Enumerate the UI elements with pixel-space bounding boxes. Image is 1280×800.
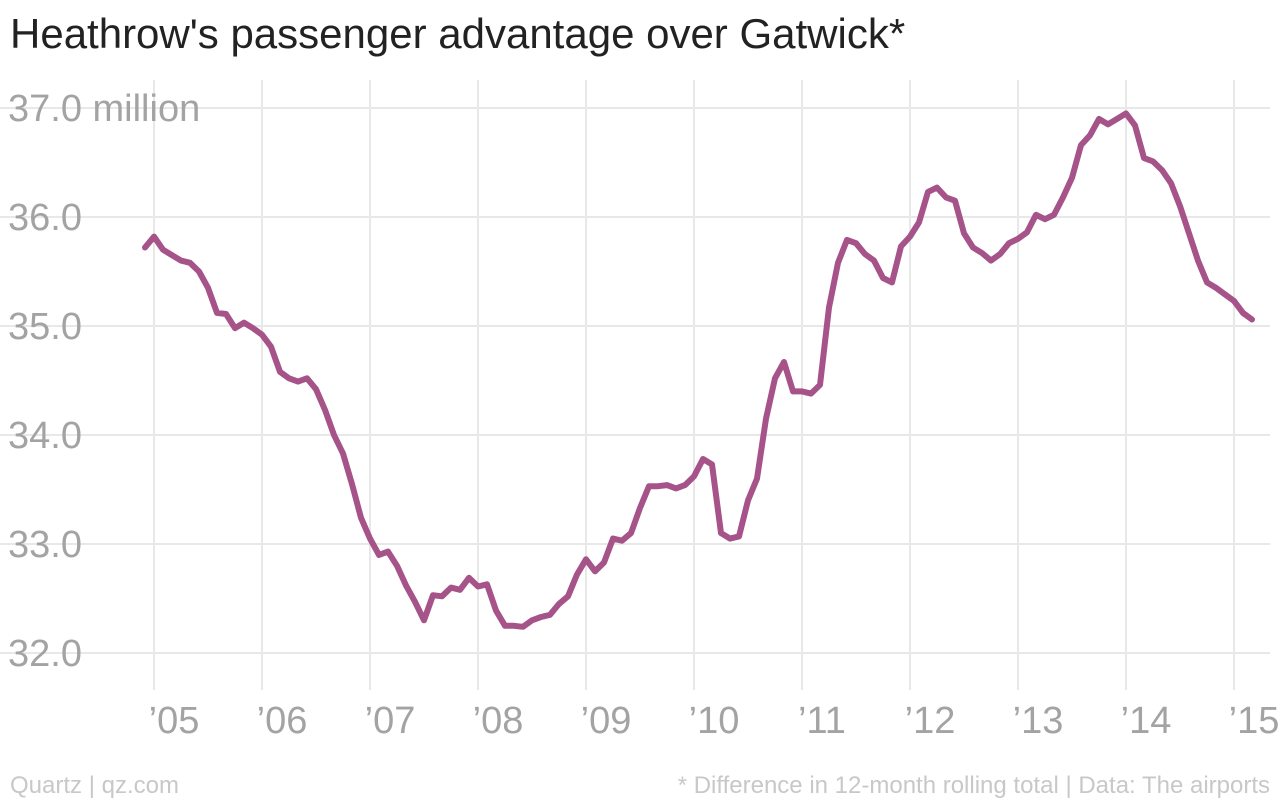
series-line xyxy=(142,110,1255,630)
x-tick-label: ’07 xyxy=(365,700,416,742)
horizontal-gridlines xyxy=(0,107,1270,654)
x-tick-label: ’15 xyxy=(1229,700,1280,742)
x-tick-label: ’10 xyxy=(689,700,740,742)
y-tick-label: 32.0 xyxy=(8,633,82,675)
x-tick-label: ’12 xyxy=(905,700,956,742)
y-tick-label: 35.0 xyxy=(8,306,82,348)
y-axis-labels: 37.0 million 36.0 35.0 34.0 33.0 32.0 xyxy=(8,88,200,675)
x-tick-label: ’13 xyxy=(1013,700,1064,742)
x-tick-label: ’14 xyxy=(1121,700,1172,742)
footer-credit: Quartz | qz.com xyxy=(10,772,179,799)
x-tick-label: ’11 xyxy=(798,700,846,742)
y-tick-label: 33.0 xyxy=(8,524,82,566)
x-tick-label: ’06 xyxy=(257,700,308,742)
chart-title: Heathrow's passenger advantage over Gatw… xyxy=(10,10,906,57)
y-tick-label: 36.0 xyxy=(8,197,82,239)
x-tick-label: ’08 xyxy=(473,700,524,742)
y-tick-label: 37.0 million xyxy=(8,88,200,130)
x-axis-labels: ’05 ’06 ’07 ’08 ’09 ’10 ’11 ’12 ’13 ’14 ’15 xyxy=(149,700,1280,742)
x-tick-label: ’05 xyxy=(149,700,200,742)
series-group xyxy=(142,110,1255,630)
y-tick-label: 34.0 xyxy=(8,415,82,457)
x-tick-label: ’09 xyxy=(581,700,632,742)
footer-note: * Difference in 12-month rolling total |… xyxy=(677,772,1270,799)
